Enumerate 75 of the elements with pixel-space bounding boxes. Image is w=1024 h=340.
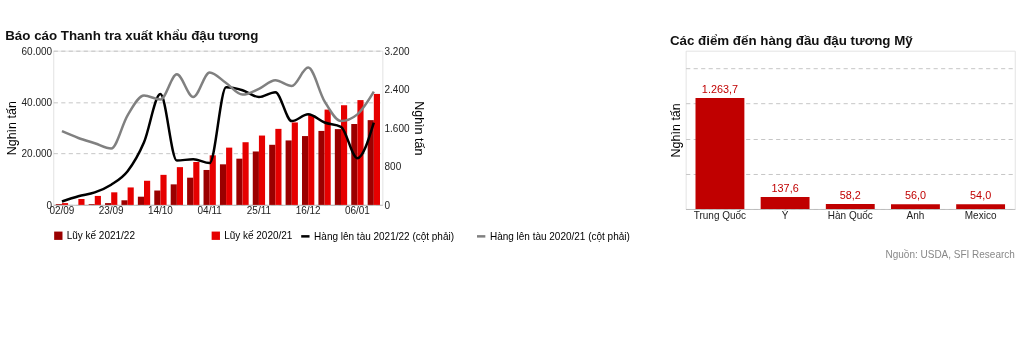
bar <box>121 200 128 205</box>
bar <box>695 97 745 210</box>
y-tick-label: 20.000 <box>21 148 53 160</box>
legend-label: Lũy kế 2020/21 <box>224 230 293 242</box>
x-tick-label: Mexico <box>964 209 997 221</box>
x-tick-label: 23/09 <box>98 205 125 217</box>
bar <box>226 147 233 205</box>
text: Nguồn: USDA, SFI Research <box>885 249 1015 261</box>
bar <box>111 192 118 205</box>
bar <box>891 204 940 210</box>
y2-axis-title: Nghìn tấn <box>412 101 427 156</box>
data-label: 137,6 <box>771 181 799 194</box>
bar <box>127 187 134 205</box>
x-tick-label: 25/11 <box>246 205 272 217</box>
data-label: 1.263,7 <box>701 82 739 95</box>
bar <box>137 196 145 205</box>
chart-title: Báo cáo Thanh tra xuất khẩu đậu tương <box>5 27 259 43</box>
bar <box>154 190 161 205</box>
bar <box>252 151 259 205</box>
bar <box>193 162 200 205</box>
line-series <box>60 86 376 203</box>
bar <box>334 129 341 205</box>
bar <box>318 130 325 205</box>
data-label: 58,2 <box>839 188 861 201</box>
bar <box>219 164 227 205</box>
y2-tick-label: 0 <box>384 199 391 211</box>
y-tick-label: 60.000 <box>21 45 53 57</box>
bar <box>308 114 315 205</box>
bar <box>170 184 177 205</box>
bar <box>160 174 167 205</box>
x-tick-label: 06/01 <box>344 205 371 217</box>
bar <box>275 128 282 205</box>
legend-label: Hàng lên tàu 2020/21 (cột phải) <box>489 230 630 242</box>
chart-title: Các điểm đến hàng đầu đậu tương Mỹ <box>669 32 914 48</box>
bar <box>209 155 216 205</box>
y-axis-title: Nghìn tấn <box>669 103 684 158</box>
y-tick-label: 40.000 <box>21 96 53 108</box>
data-label: 56,0 <box>904 189 926 202</box>
x-tick-label: Anh <box>906 209 925 221</box>
y2-tick-label: 3.200 <box>384 45 410 57</box>
bar <box>956 204 1006 210</box>
x-tick-label: Ý <box>781 208 789 221</box>
x-tick-label: 14/10 <box>147 205 174 217</box>
bar <box>302 136 309 205</box>
bar <box>236 158 243 205</box>
x-tick-label: 16/12 <box>295 205 322 217</box>
bar <box>176 167 183 205</box>
bar <box>351 123 358 205</box>
y2-tick-label: 800 <box>384 161 402 173</box>
bar <box>258 135 266 205</box>
y-axis-title: Nghìn tấn <box>4 101 19 156</box>
x-tick-label: 04/11 <box>197 205 223 217</box>
bar <box>269 144 276 205</box>
bar <box>242 142 249 205</box>
bar <box>187 177 194 205</box>
x-tick-label: Hàn Quốc <box>827 209 873 221</box>
x-tick-label: Trung Quốc <box>693 209 747 221</box>
bar <box>78 199 85 205</box>
bar <box>203 169 210 205</box>
bar <box>373 93 380 205</box>
data-label: 54,0 <box>970 189 992 202</box>
bar <box>825 203 875 210</box>
y2-tick-label: 1.600 <box>384 122 410 134</box>
bar <box>144 180 151 205</box>
bar <box>291 122 298 205</box>
bar <box>357 100 364 205</box>
y2-tick-label: 2.400 <box>384 84 410 96</box>
bar <box>324 109 331 205</box>
bar <box>760 196 810 210</box>
bar <box>285 140 292 205</box>
legend-label: Lũy kế 2021/22 <box>66 230 136 242</box>
bar <box>94 195 101 205</box>
line-series <box>60 66 376 150</box>
legend-label: Hàng lên tàu 2021/22 (cột phải) <box>314 230 455 242</box>
bar <box>340 105 348 205</box>
